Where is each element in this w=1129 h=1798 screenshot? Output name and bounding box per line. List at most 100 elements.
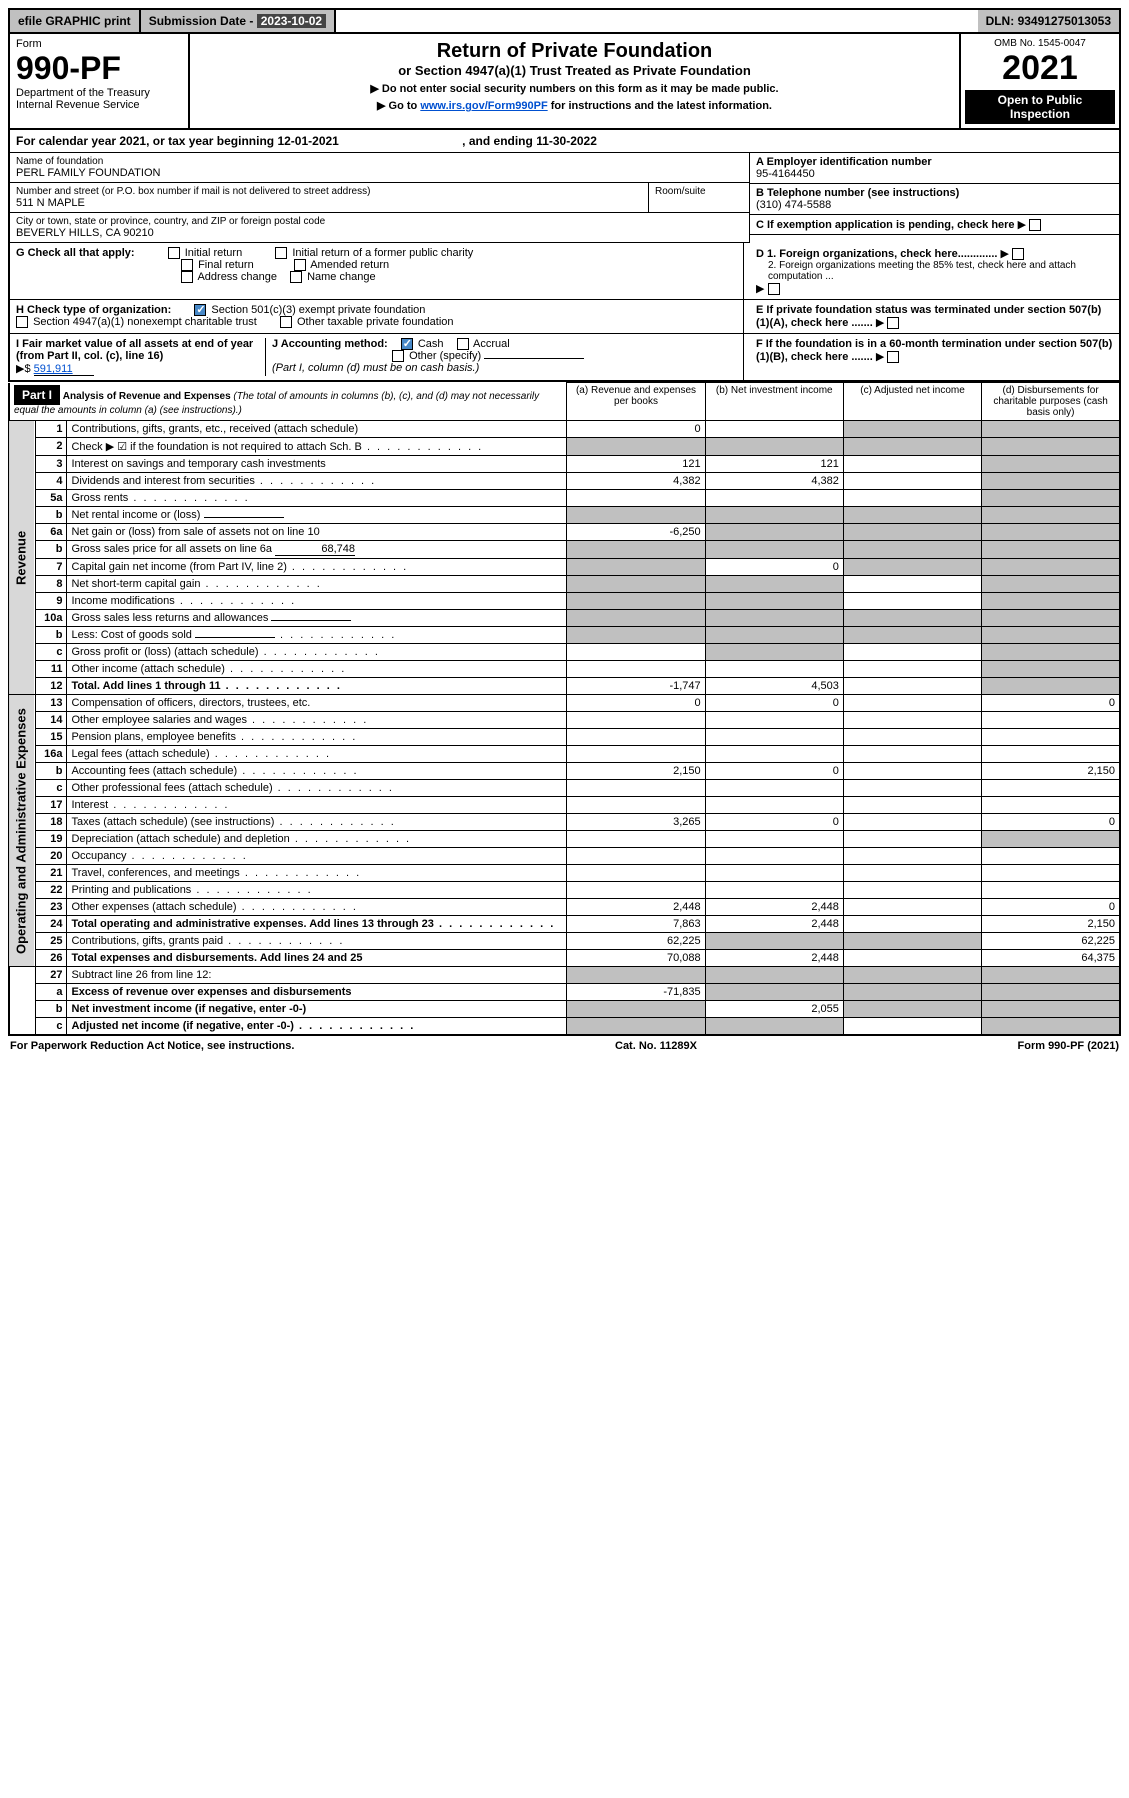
cell-d (982, 678, 1120, 695)
table-row: bGross sales price for all assets on lin… (9, 541, 1120, 559)
cell-d (982, 559, 1120, 576)
cell-b: 2,448 (705, 916, 843, 933)
cell-b (705, 644, 843, 661)
cell-c (843, 507, 981, 524)
cell-a (567, 780, 705, 797)
cell-b: 4,503 (705, 678, 843, 695)
cell-a: 0 (567, 695, 705, 712)
cell-c (843, 593, 981, 610)
cell-c (843, 848, 981, 865)
row-number: 6a (35, 524, 67, 541)
cell-a (567, 507, 705, 524)
exemption-cell: C If exemption application is pending, c… (750, 215, 1119, 235)
cell-c (843, 559, 981, 576)
info-right: A Employer identification number 95-4164… (749, 153, 1119, 243)
e-checkbox[interactable] (887, 317, 899, 329)
foundation-name: PERL FAMILY FOUNDATION (16, 167, 743, 179)
row-desc: Contributions, gifts, grants, etc., rece… (67, 421, 567, 438)
row-number: 10a (35, 610, 67, 627)
c-checkbox[interactable] (1029, 219, 1041, 231)
g-final-checkbox[interactable] (181, 259, 193, 271)
col-c-header: (c) Adjusted net income (843, 383, 981, 421)
foundation-name-cell: Name of foundation PERL FAMILY FOUNDATIO… (10, 153, 749, 183)
row-number: b (35, 541, 67, 559)
row-desc: Compensation of officers, directors, tru… (67, 695, 567, 712)
cell-a (567, 627, 705, 644)
cell-d (982, 438, 1120, 456)
e-label: E If private foundation status was termi… (756, 304, 1101, 329)
note-link-post: for instructions and the latest informat… (548, 100, 772, 112)
g-address-checkbox[interactable] (181, 271, 193, 283)
table-row: 16aLegal fees (attach schedule) (9, 746, 1120, 763)
cell-d (982, 507, 1120, 524)
row-number: 9 (35, 593, 67, 610)
form-title: Return of Private Foundation (196, 40, 953, 63)
row-number: 22 (35, 882, 67, 899)
cell-c (843, 644, 981, 661)
form-header: Form 990-PF Department of the Treasury I… (8, 34, 1121, 130)
row-number: 14 (35, 712, 67, 729)
row-desc: Total operating and administrative expen… (67, 916, 567, 933)
cell-b (705, 797, 843, 814)
cell-d (982, 456, 1120, 473)
cell-d (982, 661, 1120, 678)
form-subtitle: or Section 4947(a)(1) Trust Treated as P… (196, 63, 953, 78)
cell-c (843, 576, 981, 593)
g-initial-checkbox[interactable] (168, 247, 180, 259)
table-row: 8Net short-term capital gain (9, 576, 1120, 593)
cell-c (843, 610, 981, 627)
row-desc: Gross sales price for all assets on line… (67, 541, 567, 559)
cell-c (843, 763, 981, 780)
row-number: 21 (35, 865, 67, 882)
cell-a (567, 882, 705, 899)
table-row: 2Check ▶ ☑ if the foundation is not requ… (9, 438, 1120, 456)
irs-label: Internal Revenue Service (16, 99, 182, 111)
h-501-checkbox[interactable] (194, 304, 206, 316)
cell-b (705, 984, 843, 1001)
g-name-checkbox[interactable] (290, 271, 302, 283)
cell-c (843, 780, 981, 797)
cell-a (567, 848, 705, 865)
phone-cell: B Telephone number (see instructions) (3… (750, 184, 1119, 215)
part1-title: Analysis of Revenue and Expenses (63, 391, 231, 402)
address-cell: Number and street (or P.O. box number if… (10, 183, 649, 213)
row-number: 8 (35, 576, 67, 593)
cell-c (843, 984, 981, 1001)
g-initial-former: Initial return of a former public charit… (292, 247, 473, 259)
cell-d (982, 848, 1120, 865)
irs-link[interactable]: www.irs.gov/Form990PF (420, 100, 547, 112)
cell-a (567, 438, 705, 456)
cell-c (843, 746, 981, 763)
calendar-year-row: For calendar year 2021, or tax year begi… (8, 130, 1121, 153)
d1-label: D 1. Foreign organizations, check here..… (756, 248, 997, 260)
h-other-checkbox[interactable] (280, 316, 292, 328)
table-row: 4Dividends and interest from securities4… (9, 473, 1120, 490)
open-public: Open to Public Inspection (965, 90, 1115, 124)
cell-a (567, 593, 705, 610)
f-checkbox[interactable] (887, 351, 899, 363)
row-number: 5a (35, 490, 67, 507)
omb-number: OMB No. 1545-0047 (965, 38, 1115, 49)
row-number: 19 (35, 831, 67, 848)
g-amended-checkbox[interactable] (294, 259, 306, 271)
cell-a (567, 1018, 705, 1036)
g-initial-former-checkbox[interactable] (275, 247, 287, 259)
d2-checkbox[interactable] (768, 283, 780, 295)
j-cash-checkbox[interactable] (401, 338, 413, 350)
row-desc: Contributions, gifts, grants paid (67, 933, 567, 950)
row-desc: Net rental income or (loss) (67, 507, 567, 524)
cell-b: 2,448 (705, 899, 843, 916)
row-desc: Excess of revenue over expenses and disb… (67, 984, 567, 1001)
c-label: C If exemption application is pending, c… (756, 219, 1015, 231)
j-other-checkbox[interactable] (392, 350, 404, 362)
h-4947-checkbox[interactable] (16, 316, 28, 328)
cell-d (982, 984, 1120, 1001)
table-row: bLess: Cost of goods sold (9, 627, 1120, 644)
table-row: 24Total operating and administrative exp… (9, 916, 1120, 933)
j-accrual-checkbox[interactable] (457, 338, 469, 350)
cell-b (705, 593, 843, 610)
d1-checkbox[interactable] (1012, 248, 1024, 260)
row-desc: Gross rents (67, 490, 567, 507)
footer-left: For Paperwork Reduction Act Notice, see … (10, 1040, 294, 1052)
cell-b (705, 848, 843, 865)
